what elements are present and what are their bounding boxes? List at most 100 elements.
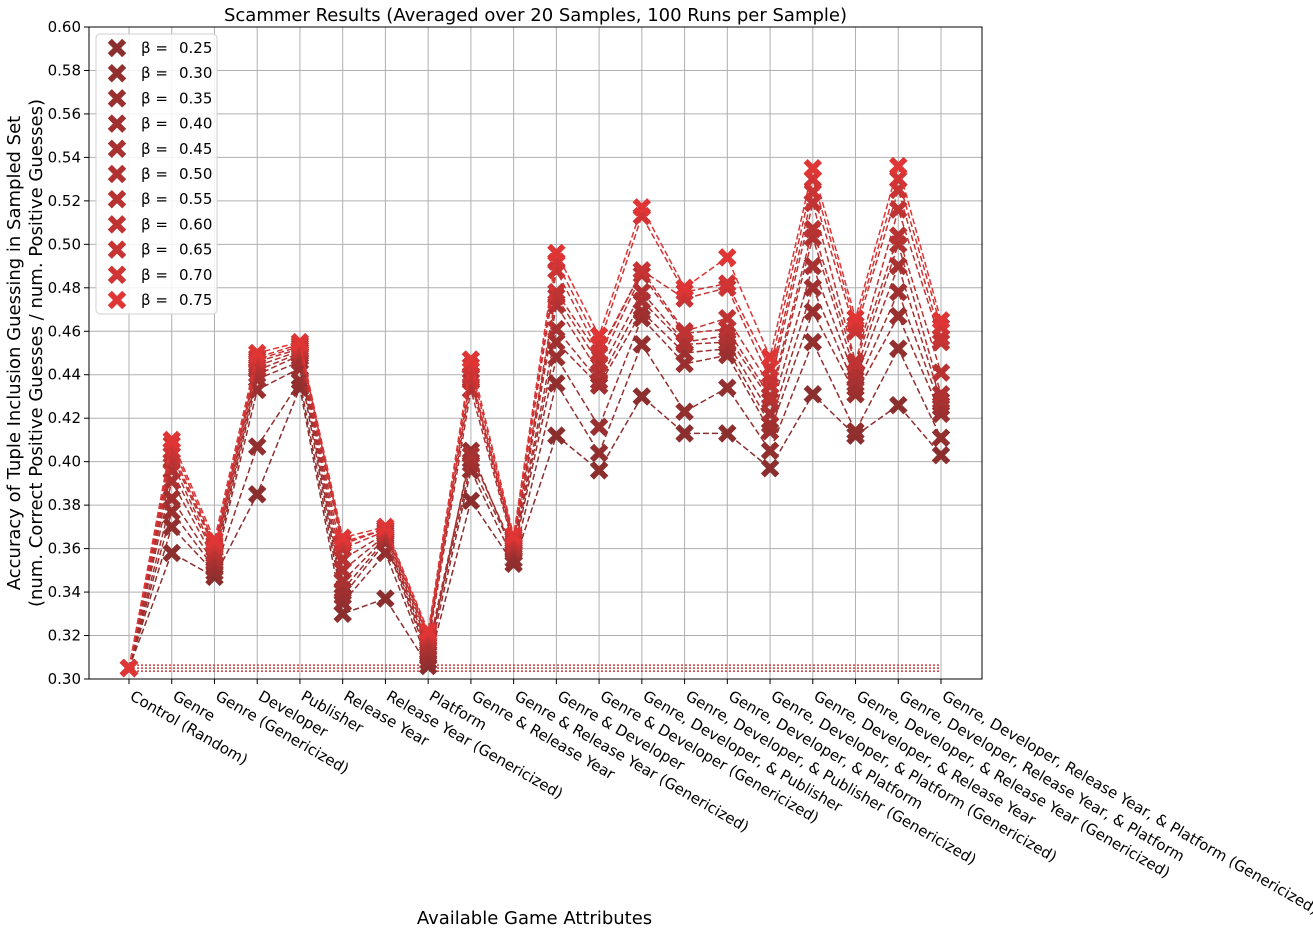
series-line bbox=[128, 202, 942, 669]
data-point bbox=[931, 363, 951, 382]
legend-item: β = 0.30 bbox=[107, 63, 212, 83]
data-point bbox=[888, 395, 908, 415]
plot-frame bbox=[88, 26, 983, 680]
data-point bbox=[589, 326, 609, 345]
legend-marker bbox=[107, 38, 127, 58]
legend-marker bbox=[107, 89, 127, 108]
data-point bbox=[931, 311, 951, 330]
data-point bbox=[888, 282, 908, 302]
data-point bbox=[247, 484, 267, 504]
legend-marker bbox=[107, 189, 127, 209]
legend-marker bbox=[107, 215, 127, 234]
legend-label-value: 0.55 bbox=[179, 190, 212, 208]
series-line bbox=[128, 235, 942, 669]
data-point bbox=[162, 430, 182, 450]
data-point bbox=[931, 428, 951, 448]
legend-label-prefix: β = bbox=[141, 190, 168, 208]
y-tick-label: 0.48 bbox=[48, 279, 81, 297]
data-point bbox=[675, 402, 694, 422]
data-point bbox=[162, 543, 182, 563]
legend-marker bbox=[107, 114, 127, 133]
data-point bbox=[803, 278, 823, 298]
data-point bbox=[846, 308, 865, 328]
data-point bbox=[461, 445, 481, 465]
legend-marker bbox=[107, 240, 127, 259]
series-0.25 bbox=[119, 378, 951, 678]
legend-item: β = 0.70 bbox=[107, 265, 212, 285]
series-line bbox=[128, 226, 942, 669]
legend-label-prefix: β = bbox=[141, 115, 168, 133]
legend-item: β = 0.75 bbox=[107, 290, 212, 310]
baseline-band bbox=[129, 664, 941, 672]
legend-item: β = 0.40 bbox=[107, 114, 212, 133]
legend-label-value: 0.30 bbox=[179, 64, 212, 82]
chart-title: Scammer Results (Averaged over 20 Sample… bbox=[224, 5, 847, 26]
data-point bbox=[846, 352, 865, 372]
legend-item: β = 0.60 bbox=[107, 215, 212, 234]
data-point bbox=[376, 517, 395, 537]
y-tick-label: 0.36 bbox=[48, 540, 81, 558]
legend-label-prefix: β = bbox=[141, 39, 168, 57]
data-point bbox=[461, 350, 481, 369]
data-point bbox=[888, 306, 908, 326]
data-point bbox=[376, 589, 395, 608]
series-line bbox=[128, 385, 942, 669]
legend-label-value: 0.65 bbox=[179, 241, 212, 259]
data-point bbox=[247, 437, 267, 456]
series-layer bbox=[119, 156, 951, 678]
legend-label-prefix: β = bbox=[141, 241, 168, 259]
data-point bbox=[675, 424, 694, 443]
data-point bbox=[931, 445, 951, 465]
data-point bbox=[717, 378, 737, 398]
y-tick-label: 0.38 bbox=[48, 496, 81, 514]
data-point bbox=[547, 426, 566, 445]
series-line bbox=[128, 340, 942, 669]
y-axis-ticks: 0.30 0.32 0.34 0.36 0.38 0.40 0.42 0.44 0.46 0.48… bbox=[48, 18, 89, 688]
legend-item: β = 0.65 bbox=[107, 240, 212, 259]
data-point bbox=[333, 528, 353, 548]
data-point bbox=[589, 443, 609, 463]
data-point bbox=[717, 248, 737, 267]
data-point bbox=[760, 458, 780, 478]
y-tick-label: 0.50 bbox=[48, 235, 81, 253]
data-point bbox=[247, 343, 267, 363]
data-point bbox=[803, 384, 823, 404]
legend-label-prefix: β = bbox=[141, 140, 168, 158]
data-point bbox=[675, 321, 694, 341]
legend-item: β = 0.45 bbox=[107, 139, 212, 159]
y-tick-label: 0.58 bbox=[48, 61, 81, 79]
y-tick-label: 0.54 bbox=[48, 148, 81, 166]
data-point bbox=[290, 332, 310, 352]
data-point bbox=[589, 417, 609, 437]
y-tick-label: 0.42 bbox=[48, 409, 81, 427]
legend-marker bbox=[107, 139, 127, 159]
y-tick-label: 0.40 bbox=[48, 453, 81, 471]
legend-item: β = 0.55 bbox=[107, 189, 212, 209]
data-point bbox=[632, 334, 652, 354]
legend-label-value: 0.60 bbox=[179, 215, 212, 233]
legend-item: β = 0.25 bbox=[107, 38, 212, 58]
series-line bbox=[128, 176, 942, 669]
legend-label-value: 0.50 bbox=[179, 165, 212, 183]
data-point bbox=[803, 332, 823, 352]
legend-label-value: 0.70 bbox=[179, 266, 212, 284]
data-point bbox=[632, 198, 652, 217]
legend-label-prefix: β = bbox=[141, 165, 168, 183]
y-tick-label: 0.30 bbox=[48, 670, 81, 688]
data-point bbox=[888, 339, 908, 359]
data-point bbox=[589, 461, 609, 480]
legend-label-prefix: β = bbox=[141, 291, 168, 309]
x-axis-title: Available Game Attributes bbox=[417, 908, 652, 929]
legend-box bbox=[95, 33, 218, 315]
data-point bbox=[717, 424, 737, 443]
legend-label-value: 0.35 bbox=[179, 89, 212, 107]
data-point bbox=[547, 243, 566, 263]
legend-label-value: 0.45 bbox=[179, 140, 212, 158]
y-tick-label: 0.46 bbox=[48, 322, 81, 340]
data-point bbox=[675, 278, 694, 298]
y-axis-title: Accuracy of Tuple Inclusion Guessing in … bbox=[4, 99, 47, 607]
grid bbox=[89, 26, 982, 680]
legend: β = 0.25 β = 0.30 β = 0.35 β = 0.40 β = 0.45 β = 0.… bbox=[95, 33, 218, 315]
